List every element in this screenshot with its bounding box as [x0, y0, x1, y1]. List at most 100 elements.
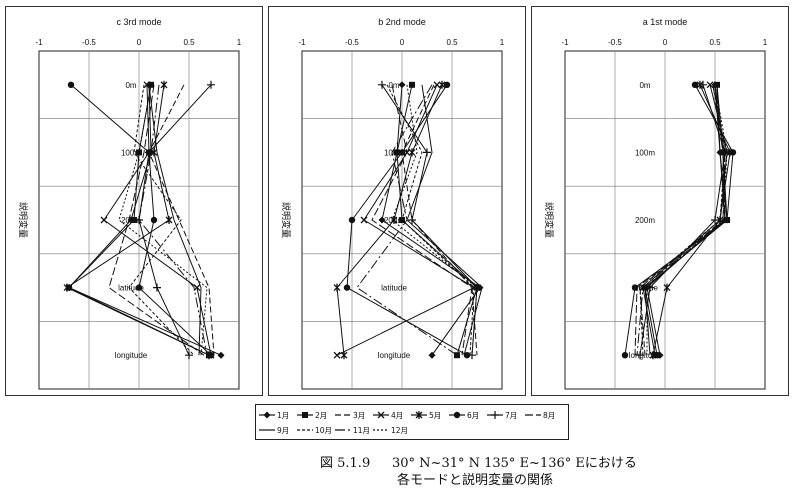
series-line-2nd-12 — [391, 84, 478, 356]
x-tick-label-3rd: 1 — [237, 38, 242, 47]
data-point-2nd-7 — [378, 80, 386, 89]
y-axis-label-1st: 説明変量 — [543, 202, 555, 238]
x-tick-label-1st: 0.5 — [709, 38, 721, 47]
data-point-3rd-6 — [150, 216, 158, 224]
data-point-1st-6 — [621, 352, 629, 359]
data-point-2nd-6 — [463, 352, 471, 359]
x-tick-label-1st: -1 — [561, 38, 569, 47]
data-point-3rd-5 — [150, 148, 158, 157]
data-point-3rd-5 — [165, 216, 173, 224]
series-line-3rd-9 — [148, 84, 202, 356]
data-point-2nd-1 — [378, 216, 386, 224]
x-tick-label-2nd: 1 — [500, 38, 505, 47]
series-line-3rd-11 — [138, 84, 208, 356]
data-point-3rd-7 — [145, 148, 153, 157]
data-point-3rd-5 — [160, 80, 168, 89]
data-point-3rd-2 — [66, 284, 72, 291]
x-tick-label-3rd: -1 — [35, 38, 43, 47]
legend-label-4: 4月 — [391, 411, 403, 420]
data-point-2nd-7 — [408, 216, 416, 224]
legend-marker-4 — [377, 411, 385, 419]
data-point-2nd-4 — [360, 216, 368, 224]
legend-marker-7 — [491, 411, 499, 419]
data-point-1st-5 — [649, 351, 657, 360]
category-label-2nd: latitude — [381, 284, 407, 293]
category-label-1st: longitude — [629, 351, 662, 360]
series-line-1st-11 — [636, 84, 726, 356]
data-point-3rd-5 — [63, 283, 71, 292]
data-point-2nd-6 — [398, 149, 406, 156]
legend-label-3: 3月 — [353, 411, 365, 420]
data-point-3rd-7 — [207, 80, 215, 89]
legend-label-6: 6月 — [467, 411, 479, 420]
data-point-2nd-6 — [443, 81, 451, 89]
category-label-1st: 100m — [635, 148, 655, 157]
data-point-1st-5 — [663, 283, 671, 292]
figure-caption-line1: 30° N~31° N 135° E~136° Eにおける — [392, 456, 637, 471]
x-tick-label-2nd: 0.5 — [446, 38, 458, 47]
data-point-1st-2 — [654, 352, 660, 359]
category-label-3rd: longitude — [115, 351, 148, 360]
series-line-3rd-3 — [148, 84, 215, 356]
series-line-3rd-8 — [108, 84, 205, 356]
x-tick-label-3rd: -0.5 — [82, 38, 96, 47]
figure-caption-line2: 各モードと説明変量の関係 — [397, 473, 554, 488]
x-tick-label-3rd: 0 — [137, 38, 142, 47]
data-point-2nd-6 — [343, 284, 351, 291]
chart-panel-1st-mode: a 1st mode-1-0.500.51説明変量0m100m200mlatit… — [531, 6, 789, 396]
series-line-3rd-12 — [118, 84, 208, 356]
chart-panel-2nd-mode: b 2nd mode-1-0.500.51説明変量0m100m200mlatit… — [268, 6, 526, 396]
legend-label-1: 1月 — [277, 411, 289, 420]
data-point-2nd-7 — [423, 148, 431, 157]
data-point-1st-6 — [729, 149, 737, 156]
chart-legend: 1月 2月 3月 4月 5月 6月 7月 8月 9月 10月 11月 12月 — [255, 404, 569, 440]
category-label-2nd: longitude — [378, 351, 411, 360]
series-line-2nd-8 — [371, 84, 473, 356]
legend-marker-6 — [453, 411, 461, 419]
category-label-3rd: latitude — [118, 284, 144, 293]
x-tick-label-1st: 0 — [663, 38, 668, 47]
data-point-2nd-6 — [348, 216, 356, 224]
data-point-2nd-1 — [398, 81, 406, 89]
chart-title-3rd: c 3rd mode — [116, 17, 161, 27]
data-point-1st-7 — [711, 216, 719, 224]
data-point-2nd-4 — [433, 81, 441, 89]
data-point-3rd-7 — [153, 283, 161, 292]
x-tick-label-3rd: 0.5 — [183, 38, 195, 47]
data-point-2nd-5 — [408, 148, 416, 157]
series-line-3rd-10 — [128, 84, 195, 356]
series-line-1st-10 — [639, 84, 726, 356]
category-label-3rd: 0m — [125, 81, 136, 90]
data-point-2nd-2 — [454, 352, 460, 359]
x-tick-label-2nd: 0 — [400, 38, 405, 47]
legend-label-12: 12月 — [391, 426, 408, 435]
data-point-2nd-2 — [394, 149, 400, 156]
data-point-3rd-6 — [135, 284, 143, 291]
data-point-1st-7 — [699, 80, 707, 89]
chart-svg-2nd-mode: b 2nd mode-1-0.500.51説明変量0m100m200mlatit… — [280, 17, 505, 390]
data-point-3rd-6 — [67, 81, 75, 89]
legend-marker-1 — [263, 411, 271, 419]
data-point-2nd-2 — [409, 81, 415, 88]
x-tick-label-2nd: -1 — [298, 38, 306, 47]
legend-label-5: 5月 — [429, 411, 441, 420]
data-point-2nd-5 — [333, 283, 341, 292]
data-point-2nd-1 — [428, 351, 436, 359]
data-point-3rd-6 — [207, 352, 215, 359]
chart-panel-3rd-mode: c 3rd mode-1-0.500.51説明変量0m100m200mlatit… — [5, 6, 263, 396]
data-point-3rd-7 — [185, 351, 193, 360]
category-label-2nd: 0m — [388, 81, 399, 90]
legend-label-9: 9月 — [277, 426, 289, 435]
data-point-2nd-5 — [390, 216, 398, 224]
data-point-3rd-1 — [217, 351, 225, 359]
series-line-1st-12 — [646, 84, 728, 356]
x-tick-label-1st: -0.5 — [608, 38, 622, 47]
chart-title-2nd: b 2nd mode — [378, 17, 426, 27]
data-point-3rd-2 — [131, 217, 137, 223]
series-line-2nd-11 — [356, 84, 458, 356]
chart-title-1st: a 1st mode — [643, 17, 688, 27]
x-tick-label-2nd: -0.5 — [345, 38, 359, 47]
y-axis-label-3rd: 説明変量 — [17, 202, 29, 238]
series-line-3rd-1 — [68, 84, 222, 356]
figure-number: 図 5.1.9 — [320, 456, 371, 471]
